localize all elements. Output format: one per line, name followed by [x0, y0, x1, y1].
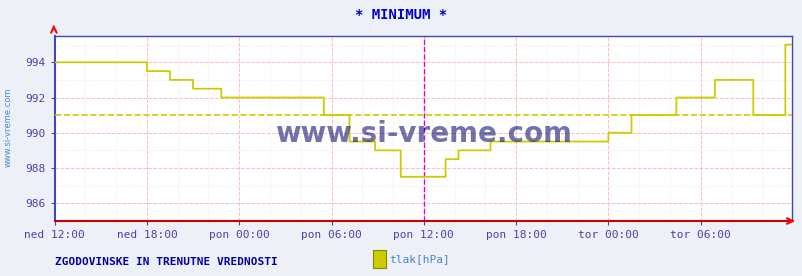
Text: www.si-vreme.com: www.si-vreme.com — [274, 120, 571, 148]
Text: ZGODOVINSKE IN TRENUTNE VREDNOSTI: ZGODOVINSKE IN TRENUTNE VREDNOSTI — [55, 257, 277, 267]
Text: tlak[hPa]: tlak[hPa] — [389, 254, 450, 264]
Text: * MINIMUM *: * MINIMUM * — [355, 8, 447, 22]
Text: www.si-vreme.com: www.si-vreme.com — [3, 87, 13, 167]
